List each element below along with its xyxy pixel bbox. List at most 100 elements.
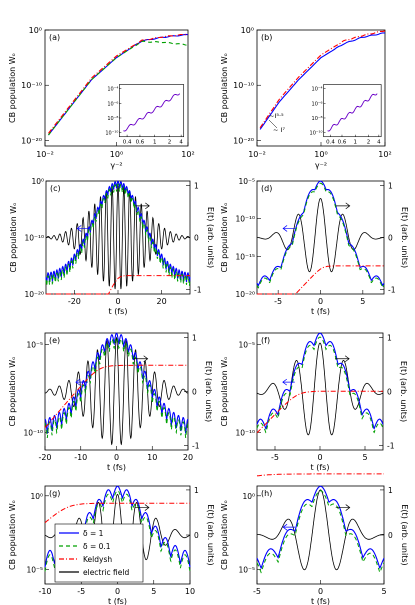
x-tick-label: 0 (115, 297, 120, 306)
x-axis-label: t (fs) (311, 597, 330, 605)
panel-b: 10⁻² 10⁰ 10² 10⁰ 10⁻¹⁰ 10⁻²⁰ γ⁻² CB population … (220, 26, 392, 170)
panel-label: (a) (49, 33, 60, 42)
inset-x-tick-label: 2 (367, 140, 371, 146)
y2-axis-label: E(t) (arb. units) (400, 207, 409, 268)
y-tick-label: 10⁻¹⁰ (23, 428, 43, 437)
y-axis-label: CB population Wₒ (8, 53, 17, 123)
cb-population-delta1-line (44, 332, 189, 434)
y2-tick-label: 0 (192, 388, 197, 397)
x-tick-label: 0 (115, 587, 120, 596)
electric-field-line (256, 489, 385, 571)
y-axis-label: CB population Wₒ (220, 500, 229, 570)
x-tick-label: -20 (68, 297, 81, 306)
y2-tick-label: -1 (194, 285, 202, 294)
panel-label: (d) (261, 184, 272, 193)
legend-label: δ = 1 (83, 529, 104, 538)
cb-population-delta01-line (44, 336, 189, 439)
y-tick-label: 10⁻²⁰ (233, 136, 254, 145)
y-tick-label: 10⁻⁵ (238, 341, 255, 350)
y-tick-label: 10⁻¹⁵ (235, 252, 255, 261)
x-axis-label: γ⁻² (315, 161, 327, 170)
y-tick-label: 10⁻¹⁰ (24, 234, 44, 243)
y2-tick-label: 1 (388, 486, 393, 495)
plot-frame (256, 180, 385, 295)
inset-y-tick-label: 10⁻⁴ (107, 87, 118, 93)
x-tick-label: -10 (74, 453, 87, 462)
x-tick-label: -5 (274, 297, 282, 306)
y-axis-label: CB population Wₒ (220, 357, 229, 427)
y-tick-label: 10⁰ (242, 492, 255, 501)
panel-label: (c) (50, 184, 61, 193)
x-tick-label: 10 (185, 587, 195, 596)
y-tick-label: 10⁰ (241, 26, 254, 35)
inset-x-tick-label: 0.6 (136, 140, 145, 146)
y2-tick-label: -1 (388, 285, 396, 294)
y-tick-label: 10⁰ (31, 177, 44, 186)
annotation-arrow (268, 119, 278, 129)
y2-axis-label: E(t) (arb. units) (206, 207, 215, 268)
inset-series-line (327, 93, 378, 132)
x-tick-label: -5 (271, 453, 279, 462)
axis-arrow-left (75, 378, 88, 386)
inset-y-tick-label: 10⁻¹⁰ (310, 131, 323, 137)
x-tick-label: 0 (318, 587, 323, 596)
x-tick-label: 0 (318, 297, 323, 306)
y-tick-label: 10⁰ (29, 26, 42, 35)
x-tick-label: 0 (317, 453, 322, 462)
y-tick-label: 10⁻²⁰ (235, 290, 255, 299)
panel-label: (e) (49, 336, 60, 345)
panel-label: (g) (49, 489, 60, 498)
x-tick-label: -20 (38, 453, 51, 462)
x-axis-label: t (fs) (109, 307, 128, 316)
keldysh-line (46, 275, 190, 295)
x-tick-label: 10⁻² (36, 150, 54, 159)
inset-y-tick-label: 10⁻¹⁰ (105, 131, 118, 137)
cb-population-delta01-line (256, 490, 385, 574)
x-axis-label: γ⁻² (110, 161, 122, 170)
axis-arrow-right (335, 504, 351, 511)
cb-population-delta01-line (256, 182, 385, 289)
y-tick-label: 10⁻¹⁰ (235, 215, 255, 224)
y-tick-label: 10⁻⁵ (26, 341, 43, 350)
x-axis-label: t (fs) (311, 307, 330, 316)
series-line (259, 30, 386, 129)
y-axis-label: CB population Wₒ (9, 203, 18, 273)
x-tick-label: 5 (360, 297, 365, 306)
x-tick-label: 10⁰ (110, 150, 123, 159)
legend: δ = 1 δ = 0.1 Keldysh electric field (54, 523, 144, 583)
electric-field-line (45, 185, 191, 290)
panel-label: (b) (261, 33, 272, 42)
inset-series-line (123, 93, 181, 132)
y2-tick-label: 1 (194, 182, 199, 191)
x-tick-label: -10 (38, 587, 51, 596)
x-axis-label: t (fs) (311, 463, 330, 472)
inset-x-tick-label: 4 (179, 140, 183, 146)
x-tick-label: 10² (181, 150, 194, 159)
inset-x-tick-label: 1 (353, 140, 357, 146)
x-tick-label: -5 (77, 587, 85, 596)
panel-c: -20 0 20 10⁰ 10⁻¹⁰ 10⁻²⁰ 1 0 -1 t (fs) CB populati… (9, 177, 215, 316)
y2-tick-label: -1 (192, 441, 200, 450)
x-tick-label: 0 (114, 453, 119, 462)
plot-frame (45, 180, 191, 295)
y-axis-label: CB population Wₒ (220, 203, 229, 273)
annotation: ~I⁵·⁵ (269, 112, 284, 120)
legend-label: Keldysh (83, 555, 112, 564)
y-tick-label: 10⁻¹⁰ (233, 81, 254, 90)
inset-x-tick-label: 0.4 (326, 140, 335, 146)
x-tick-label: 10⁰ (314, 150, 327, 159)
y-tick-label: 10⁻⁵ (238, 177, 255, 186)
axis-arrow-right (335, 202, 351, 210)
inset-y-tick-label: 10⁻⁸ (312, 116, 323, 122)
y2-axis-label: E(t) (arb. units) (400, 504, 409, 565)
y-tick-label: 10⁻²⁰ (24, 290, 44, 299)
electric-field-line (257, 198, 384, 273)
annotation: ~ I⁷ (273, 126, 285, 134)
y-tick-label: 10⁰ (30, 492, 43, 501)
y2-tick-label: 0 (387, 388, 392, 397)
plot-frame (256, 485, 385, 585)
x-tick-label: 20 (157, 297, 167, 306)
y-axis-label: CB population Wₒ (8, 500, 17, 570)
electric-field-line (45, 336, 188, 446)
